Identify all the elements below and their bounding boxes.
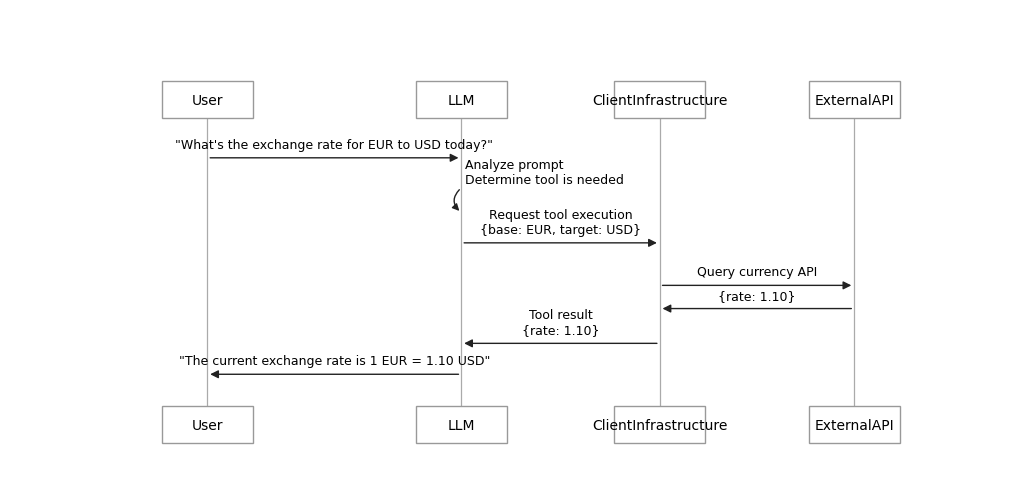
Text: User: User — [191, 94, 223, 108]
Text: "The current exchange rate is 1 EUR = 1.10 USD": "The current exchange rate is 1 EUR = 1.… — [178, 355, 490, 368]
Text: Tool result
{rate: 1.10}: Tool result {rate: 1.10} — [522, 309, 599, 337]
Bar — [809, 406, 900, 443]
Text: Analyze prompt
Determine tool is needed: Analyze prompt Determine tool is needed — [465, 158, 625, 186]
Bar — [614, 82, 706, 119]
Bar — [809, 82, 900, 119]
Text: ExternalAPI: ExternalAPI — [814, 418, 894, 432]
FancyArrowPatch shape — [453, 190, 460, 210]
Text: User: User — [191, 418, 223, 432]
Text: {rate: 1.10}: {rate: 1.10} — [718, 289, 796, 302]
Text: "What's the exchange rate for EUR to USD today?": "What's the exchange rate for EUR to USD… — [175, 139, 494, 151]
Text: Request tool execution
{base: EUR, target: USD}: Request tool execution {base: EUR, targe… — [480, 208, 641, 236]
Text: LLM: LLM — [447, 418, 475, 432]
Bar — [416, 82, 507, 119]
Bar — [614, 406, 706, 443]
Bar — [162, 82, 253, 119]
Bar — [162, 406, 253, 443]
Text: ExternalAPI: ExternalAPI — [814, 94, 894, 108]
Text: LLM: LLM — [447, 94, 475, 108]
Text: ClientInfrastructure: ClientInfrastructure — [592, 94, 727, 108]
Text: Query currency API: Query currency API — [696, 266, 817, 279]
Bar — [416, 406, 507, 443]
Text: ClientInfrastructure: ClientInfrastructure — [592, 418, 727, 432]
